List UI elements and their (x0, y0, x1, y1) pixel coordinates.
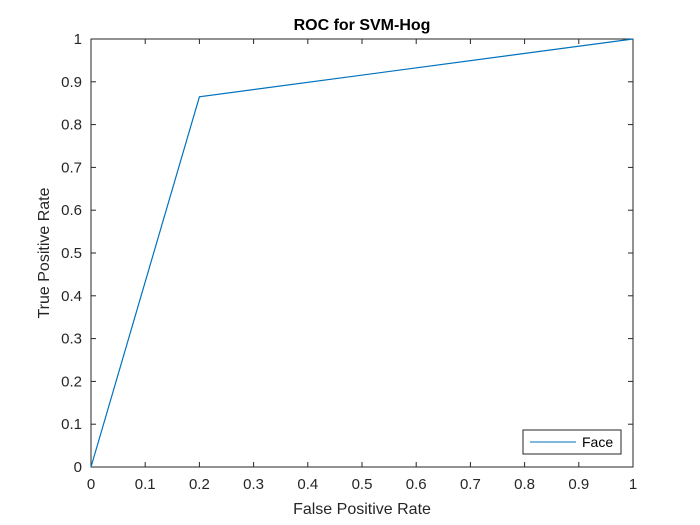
y-tick-label: 0.9 (61, 74, 82, 91)
y-tick-label: 1 (74, 31, 82, 48)
y-tick-label: 0.3 (61, 331, 82, 348)
series-layer (90, 38, 634, 468)
y-tick-label: 0.8 (61, 117, 82, 134)
x-tick-label: 0.5 (352, 476, 373, 493)
x-tick-label: 0 (87, 476, 95, 493)
y-tick-label: 0.1 (61, 416, 82, 433)
x-tick-label: 0.1 (135, 476, 156, 493)
x-tick-label: 1 (629, 476, 637, 493)
y-tick-label: 0.5 (61, 245, 82, 262)
x-axis-label: False Positive Rate (293, 501, 431, 518)
y-tick-label: 0.4 (61, 288, 82, 305)
x-tick-label: 0.9 (568, 476, 589, 493)
x-tick-label: 0.8 (514, 476, 535, 493)
series-line-face (90, 38, 634, 468)
y-tick-label: 0 (74, 459, 82, 476)
x-tick-label: 0.2 (189, 476, 210, 493)
plot-area (90, 38, 634, 468)
legend-label-face: Face (582, 434, 613, 450)
x-axis-ticks (90, 39, 634, 467)
legend: Face (522, 429, 622, 455)
y-tick-label: 0.7 (61, 159, 82, 176)
x-tick-label: 0.6 (406, 476, 427, 493)
y-axis-label: True Positive Rate (36, 187, 53, 318)
y-axis-tick-labels: 0 0.1 0.2 0.3 0.4 0.5 0.6 0.7 0.8 0.9 1 (61, 31, 82, 476)
y-tick-label: 0.6 (61, 202, 82, 219)
x-axis-tick-labels: 0 0.1 0.2 0.3 0.4 0.5 0.6 0.7 0.8 0.9 1 (87, 476, 637, 493)
x-tick-label: 0.4 (297, 476, 318, 493)
x-tick-label: 0.7 (460, 476, 481, 493)
x-tick-label: 0.3 (243, 476, 264, 493)
chart-title: ROC for SVM-Hog (294, 17, 431, 34)
y-tick-label: 0.2 (61, 373, 82, 390)
